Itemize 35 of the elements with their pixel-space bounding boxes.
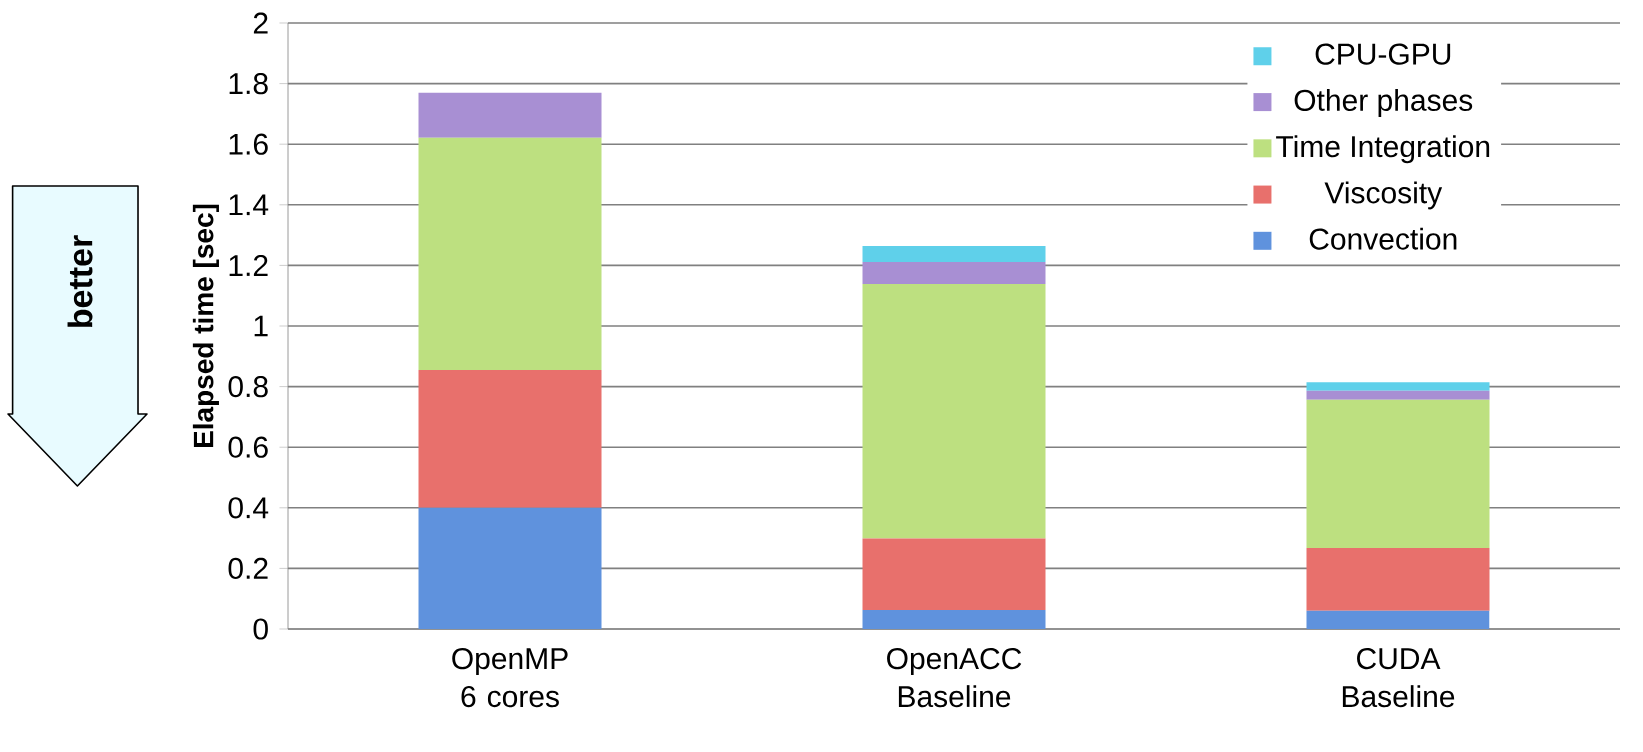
bar <box>862 246 1046 263</box>
y-tick-label: 1.2 <box>229 254 268 276</box>
x-tick-label: OpenMP 6 cores <box>452 647 568 708</box>
legend-label: CPU-GPU <box>1315 43 1451 65</box>
y-tick-label: 0.8 <box>228 375 268 398</box>
y-axis-title: Elapsed time [sec] <box>192 204 219 448</box>
bar <box>418 369 602 508</box>
y-tick-label: 2 <box>253 12 268 34</box>
y-tick-label: 0.4 <box>228 497 269 519</box>
legend-label: Convection <box>1309 227 1457 250</box>
bar <box>418 137 602 370</box>
y-tick-label: 1.6 <box>229 133 268 155</box>
y-tick-label: 0 <box>253 618 268 640</box>
bar <box>1306 390 1490 400</box>
legend-label: Viscosity <box>1324 181 1443 210</box>
bar <box>1306 548 1490 611</box>
legend-label: Time Integration <box>1276 135 1490 164</box>
bar <box>418 92 602 138</box>
text: better <box>67 235 93 327</box>
bar <box>1306 382 1490 391</box>
bar <box>862 262 1046 284</box>
x-tick-label: CUDA Baseline <box>1342 647 1455 708</box>
bar <box>1306 610 1490 629</box>
bar <box>862 609 1046 629</box>
bar <box>862 283 1046 539</box>
x-tick-label: OpenACC Baseline <box>887 647 1022 708</box>
y-tick-label: 0.2 <box>228 557 268 580</box>
bar <box>1306 399 1490 549</box>
legend-label: Other phases <box>1294 88 1473 117</box>
y-tick-label: 1.4 <box>229 194 269 216</box>
y-tick-label: 1.8 <box>229 72 268 95</box>
y-tick-label: 0.6 <box>228 436 268 458</box>
y-tick-label: 1 <box>254 315 268 337</box>
bar <box>418 507 602 629</box>
bar <box>862 538 1046 610</box>
